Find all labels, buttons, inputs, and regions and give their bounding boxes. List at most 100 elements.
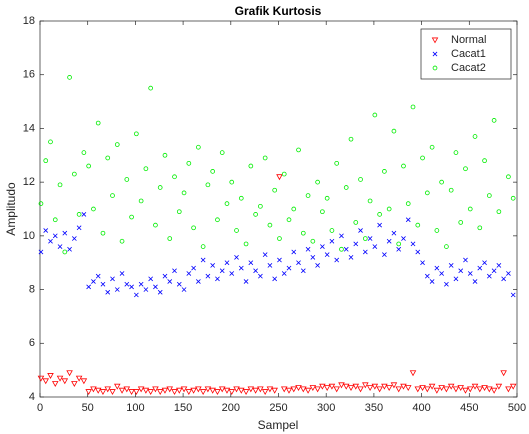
point — [210, 169, 216, 174]
point — [253, 212, 258, 217]
y-axis-label: Amplitudo — [4, 182, 18, 236]
point — [186, 271, 192, 276]
point — [91, 206, 96, 212]
point — [181, 287, 187, 292]
point — [428, 383, 436, 390]
point — [81, 212, 87, 217]
point — [501, 276, 507, 282]
point — [482, 260, 487, 266]
point — [262, 252, 268, 258]
point — [76, 225, 82, 231]
point — [429, 144, 435, 150]
point — [342, 383, 350, 390]
point — [324, 252, 330, 258]
point — [433, 387, 441, 394]
point — [358, 177, 363, 182]
point — [234, 254, 239, 260]
point — [109, 389, 116, 396]
point — [134, 131, 139, 137]
point — [48, 139, 53, 145]
point — [47, 373, 54, 379]
point — [343, 185, 349, 190]
point — [391, 230, 397, 236]
point — [323, 385, 331, 392]
point — [382, 169, 387, 174]
x-tick-label: 500 — [508, 402, 526, 414]
point — [414, 386, 422, 393]
point — [210, 263, 216, 268]
point — [505, 386, 512, 393]
point — [129, 214, 134, 220]
point — [286, 217, 292, 223]
legend-box — [420, 28, 512, 80]
point — [396, 241, 402, 247]
point — [386, 238, 392, 244]
point — [286, 265, 292, 271]
point — [343, 246, 349, 252]
point — [390, 382, 398, 389]
point — [472, 134, 478, 139]
point — [62, 230, 68, 236]
point — [238, 265, 244, 271]
point — [258, 273, 263, 279]
point — [176, 209, 182, 215]
point — [90, 386, 97, 393]
point — [291, 249, 297, 255]
point — [444, 281, 449, 287]
point — [61, 378, 69, 385]
point — [91, 279, 96, 284]
x-tick-label: 200 — [222, 402, 240, 414]
point — [172, 174, 177, 180]
point — [362, 236, 368, 241]
y-tick-label: 4 — [29, 391, 35, 403]
point — [148, 85, 154, 91]
point — [129, 284, 134, 290]
point — [138, 281, 144, 287]
point — [385, 385, 393, 392]
point — [495, 383, 503, 390]
point — [376, 386, 383, 393]
point — [124, 281, 130, 287]
point — [196, 279, 201, 284]
point — [258, 203, 263, 209]
point — [467, 271, 473, 276]
point — [62, 249, 68, 255]
point — [162, 152, 168, 158]
point — [37, 375, 45, 382]
point — [482, 158, 487, 164]
point — [114, 142, 120, 147]
point — [300, 268, 306, 274]
point — [171, 389, 178, 396]
point — [185, 389, 193, 396]
point — [119, 238, 125, 244]
point — [180, 386, 188, 393]
point — [86, 284, 92, 290]
legend-marker — [432, 51, 438, 57]
point — [486, 273, 492, 279]
point — [238, 195, 244, 201]
plot-area — [39, 20, 518, 398]
point — [110, 193, 115, 198]
point — [243, 241, 249, 247]
legend-label: Cacat1 — [451, 48, 486, 60]
point — [420, 155, 425, 161]
point — [43, 228, 49, 233]
x-tick-label: 350 — [365, 402, 383, 414]
point — [285, 387, 293, 394]
point — [205, 273, 211, 279]
point — [315, 263, 320, 268]
point — [105, 289, 111, 295]
point — [372, 112, 378, 118]
legend-marker — [431, 37, 439, 44]
point — [295, 385, 302, 392]
point — [462, 387, 469, 394]
point — [271, 387, 278, 394]
point — [320, 209, 325, 215]
point — [339, 233, 344, 239]
point — [471, 383, 479, 390]
point — [191, 225, 196, 231]
x-tick-label: 450 — [460, 402, 478, 414]
point — [404, 385, 412, 392]
point — [320, 244, 325, 249]
point — [76, 212, 82, 217]
